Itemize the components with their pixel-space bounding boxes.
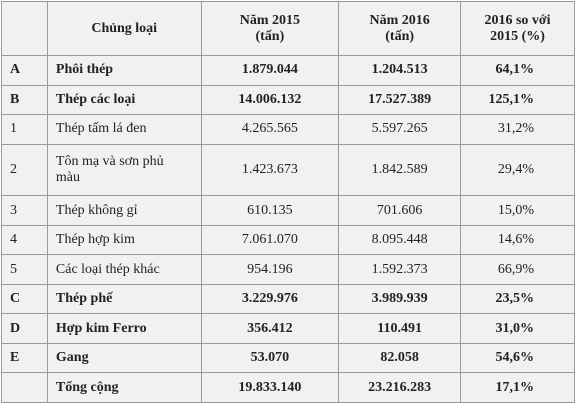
table-cell: 1.423.673 (200, 143, 340, 197)
table-row: C Thép phế 3.229.976 3.989.939 23,5% (1, 283, 575, 315)
table-row: 3 Thép không gỉ 610.135 701.606 15,0% (1, 195, 575, 226)
header-cell: 2016 so với 2015 (%) (460, 1, 575, 56)
table-row: Tổng cộng 19.833.140 23.216.283 17,1% (1, 372, 575, 403)
table-cell: 82.058 (338, 342, 462, 374)
header-line: 2015 (%) (490, 28, 545, 44)
table-cell: 3 (1, 195, 48, 226)
table-cell: 954.196 (200, 254, 340, 285)
table-cell: 17,1% (460, 372, 575, 403)
table-cell: Thép tấm lá đen (46, 114, 202, 145)
table-cell: 66,9% (460, 254, 575, 285)
table-cell: 14.006.132 (200, 84, 340, 115)
table-cell: 29,4% (460, 143, 575, 197)
table-cell: 3.229.976 (200, 283, 340, 315)
table-cell: 31,2% (460, 114, 575, 145)
table-cell: 54,6% (460, 342, 575, 374)
header-cell: Năm 2016 (tấn) (338, 1, 462, 56)
header-cell (1, 1, 48, 56)
table-cell: Thép hợp kim (46, 224, 202, 256)
table-cell: Tôn mạ và sơn phủ màu (46, 143, 202, 197)
header-line: Năm 2016 (369, 12, 430, 28)
table-cell: 2 (1, 143, 48, 197)
table-cell: 19.833.140 (200, 372, 340, 403)
header-line: 2016 so với (484, 12, 551, 28)
table-cell: A (1, 55, 48, 86)
table-cell: 4.265.565 (200, 114, 340, 145)
table-row: 5 Các loại thép khác 954.196 1.592.373 66,9% (1, 254, 575, 285)
table-cell: 5 (1, 254, 48, 285)
table-cell: 5.597.265 (338, 114, 462, 145)
table-cell: 53.070 (200, 342, 340, 374)
table-cell: 610.135 (200, 195, 340, 226)
table-row: B Thép các loại 14.006.132 17.527.389 125,1% (1, 84, 575, 115)
header-row: Chủng loại Năm 2015 (tấn) Năm 2016 (tấn) 2016… (1, 1, 575, 56)
table-row: E Gang 53.070 82.058 54,6% (1, 342, 575, 374)
header-cell: Năm 2015 (tấn) (200, 1, 340, 56)
table-cell: 1.592.373 (338, 254, 462, 285)
table-cell: 23.216.283 (338, 372, 462, 403)
table-cell: Phôi thép (46, 55, 202, 86)
table-cell: 125,1% (460, 84, 575, 115)
table-cell: 64,1% (460, 55, 575, 86)
table-cell: 17.527.389 (338, 84, 462, 115)
table-cell: 31,0% (460, 313, 575, 344)
table-cell: C (1, 283, 48, 315)
table-row: 1 Thép tấm lá đen 4.265.565 5.597.265 31,2% (1, 114, 575, 145)
table-cell: Thép phế (46, 283, 202, 315)
table-cell: 1.879.044 (200, 55, 340, 86)
table-cell: Thép các loại (46, 84, 202, 115)
table-cell: E (1, 342, 48, 374)
header-line: (tấn) (255, 28, 285, 44)
table-row: A Phôi thép 1.879.044 1.204.513 64,1% (1, 55, 575, 86)
table-cell: 4 (1, 224, 48, 256)
table-row: 2 Tôn mạ và sơn phủ màu 1.423.673 1.842.589… (1, 143, 575, 197)
table-cell: 15,0% (460, 195, 575, 226)
table-cell: 1.842.589 (338, 143, 462, 197)
table-cell: B (1, 84, 48, 115)
table-cell: 701.606 (338, 195, 462, 226)
table-body: A Phôi thép 1.879.044 1.204.513 64,1% B Thép c… (1, 55, 575, 403)
table-cell (1, 372, 48, 403)
header-line: Năm 2015 (239, 12, 301, 28)
table-cell: D (1, 313, 48, 344)
table-cell: 14,6% (460, 224, 575, 256)
table-row: 4 Thép hợp kim 7.061.070 8.095.448 14,6% (1, 224, 575, 256)
table-cell: 110.491 (338, 313, 462, 344)
header-cell: Chủng loại (46, 1, 202, 56)
table-cell: 356.412 (200, 313, 340, 344)
table-cell: Hợp kim Ferro (46, 313, 202, 344)
table-cell: 1.204.513 (338, 55, 462, 86)
table-cell: 8.095.448 (338, 224, 462, 256)
table-cell: Gang (46, 342, 202, 374)
table-cell: 1 (1, 114, 48, 145)
table-cell: Tổng cộng (46, 372, 202, 403)
table-cell: 3.989.939 (338, 283, 462, 315)
table-row: D Hợp kim Ferro 356.412 110.491 31,0% (1, 313, 575, 344)
table-cell: Thép không gỉ (46, 195, 202, 226)
table-cell: 23,5% (460, 283, 575, 315)
table-cell: Các loại thép khác (46, 254, 202, 285)
header-line: (tấn) (385, 28, 415, 44)
table-cell: 7.061.070 (200, 224, 340, 256)
